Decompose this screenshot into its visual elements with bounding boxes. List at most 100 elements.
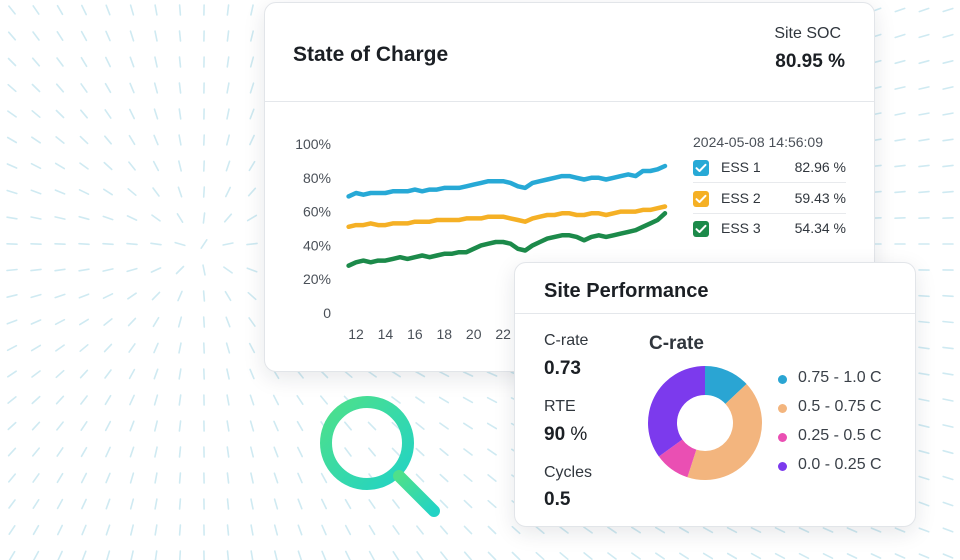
- bg-dash: [102, 292, 114, 300]
- bg-dash: [102, 242, 114, 246]
- bg-dash: [918, 553, 930, 559]
- bg-dash: [535, 525, 545, 535]
- bg-dash: [942, 346, 954, 350]
- bg-dash: [894, 553, 906, 559]
- bg-dash: [130, 550, 134, 560]
- bg-dash: [247, 187, 257, 197]
- bg-dash: [80, 56, 88, 68]
- bg-dash: [702, 526, 714, 534]
- bg-dash: [153, 108, 159, 120]
- bg-dash: [486, 422, 498, 430]
- bg-dash: [511, 551, 521, 560]
- bg-dash: [894, 138, 906, 142]
- checkbox-checked-icon[interactable]: [693, 221, 709, 237]
- bg-dash: [79, 343, 89, 353]
- bg-dash: [102, 268, 114, 272]
- bg-dash: [249, 420, 255, 432]
- y-tick-label: 60%: [303, 204, 331, 220]
- bg-dash: [463, 473, 473, 483]
- bg-dash: [439, 473, 449, 483]
- bg-dash: [225, 160, 231, 172]
- y-tick-label: 100%: [295, 136, 331, 152]
- series-line-ess1: [346, 163, 668, 199]
- bg-dash: [57, 550, 63, 560]
- bg-dash: [105, 550, 111, 560]
- donut-segment: [705, 366, 747, 404]
- bg-dash: [154, 30, 158, 42]
- bg-dash: [296, 420, 304, 432]
- bg-dash: [129, 498, 135, 510]
- legend-ess1-value: 82.96 %: [794, 159, 846, 175]
- crate-donut-title: C-rate: [649, 333, 704, 354]
- bg-dash: [81, 498, 87, 510]
- bg-dash: [678, 552, 690, 560]
- bg-dash: [7, 57, 17, 67]
- bg-dash: [151, 214, 161, 222]
- bg-dash: [129, 30, 135, 42]
- legend-row-ess3[interactable]: ESS 3 54.34 %: [693, 214, 846, 244]
- bg-dash: [54, 268, 66, 272]
- bg-dash: [127, 317, 137, 327]
- bg-dash: [129, 472, 135, 484]
- x-tick-label: 12: [348, 326, 364, 342]
- bg-dash: [750, 526, 762, 534]
- bg-dash: [105, 30, 111, 42]
- bg-dash: [7, 396, 17, 404]
- bg-dash: [226, 30, 230, 42]
- bg-dash: [225, 316, 231, 328]
- bg-dash: [250, 550, 254, 560]
- metric-crate-value: 0.73: [544, 358, 581, 380]
- bg-dash: [80, 472, 88, 484]
- bg-dash: [487, 448, 497, 456]
- bg-dash: [226, 498, 230, 510]
- metric-rte-value: 90 %: [544, 424, 587, 446]
- bg-dash: [416, 525, 424, 535]
- bg-dash: [250, 524, 254, 536]
- bg-dash: [368, 524, 376, 536]
- bg-dash: [414, 370, 426, 378]
- bg-dash: [154, 4, 158, 16]
- checkbox-checked-icon[interactable]: [693, 160, 709, 176]
- bg-dash: [487, 474, 497, 482]
- bg-dash: [150, 242, 162, 246]
- bg-dash: [154, 420, 158, 432]
- y-tick-label: 20%: [303, 271, 331, 287]
- bg-dash: [32, 5, 40, 15]
- bg-dash: [105, 472, 111, 484]
- bg-dash: [178, 4, 182, 16]
- bg-dash: [870, 527, 882, 533]
- bg-dash: [176, 213, 184, 223]
- bg-dash: [368, 499, 376, 509]
- bg-dash: [104, 109, 112, 119]
- legend-row-ess2[interactable]: ESS 2 59.43 %: [693, 184, 846, 214]
- bg-dash: [8, 550, 16, 560]
- bg-dash: [559, 526, 569, 534]
- bg-dash: [248, 317, 256, 327]
- bg-dash: [439, 447, 449, 457]
- bg-dash: [80, 83, 88, 93]
- legend-row-ess1[interactable]: ESS 1 82.96 %: [693, 153, 846, 183]
- bg-dash: [129, 394, 135, 406]
- legend-dot-icon: [778, 433, 787, 442]
- bg-dash: [607, 526, 617, 534]
- bg-dash: [226, 134, 230, 146]
- bg-dash: [78, 268, 90, 272]
- bg-dash: [918, 449, 930, 455]
- bg-dash: [6, 344, 18, 352]
- bg-dash: [128, 368, 136, 380]
- bg-dash: [438, 396, 450, 404]
- bg-dash: [6, 268, 18, 272]
- bg-dash: [80, 446, 88, 458]
- bg-dash: [8, 473, 16, 483]
- bg-dash: [177, 316, 183, 328]
- checkbox-checked-icon[interactable]: [693, 191, 709, 207]
- bg-dash: [297, 524, 303, 536]
- bg-dash: [249, 56, 255, 68]
- bg-dash: [127, 292, 137, 300]
- site-soc-label: Site SOC: [774, 25, 841, 42]
- bg-dash: [319, 395, 329, 405]
- x-tick-label: 16: [407, 326, 423, 342]
- bg-dash: [415, 473, 425, 483]
- bg-dash: [178, 134, 182, 146]
- bg-dash: [439, 499, 449, 509]
